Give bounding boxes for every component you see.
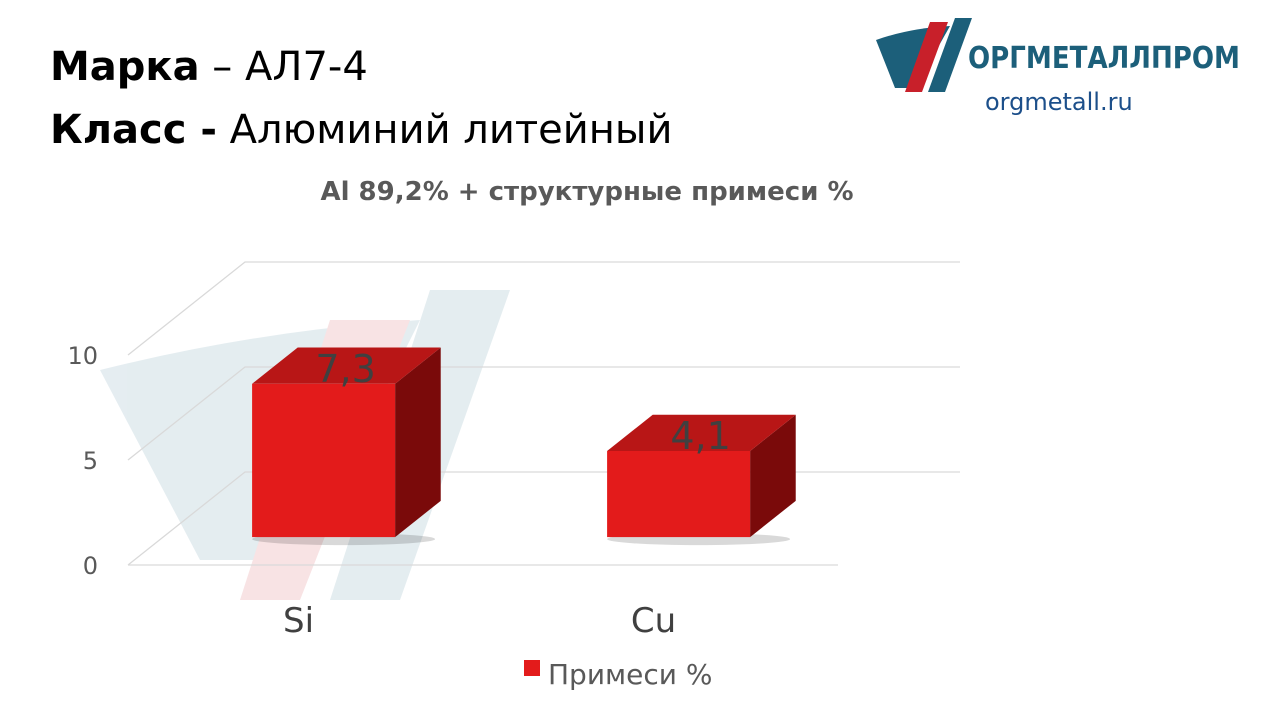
logo-name: ОРГМЕТАЛЛПРОМ: [968, 41, 1240, 76]
bar-side: [750, 414, 796, 538]
brand-line: Марка – АЛ7-4: [50, 44, 368, 90]
grid-line: [127, 366, 960, 461]
y-tick-label: 5: [83, 447, 98, 475]
plot: 0 5 10 7,3 Si 4,1 Cu Примеси %: [67, 261, 960, 691]
class-value: Алюминий литейный: [230, 107, 673, 153]
logo: ОРГМЕТАЛЛПРОМ orgmetall.ru: [876, 18, 1240, 116]
logo-url: orgmetall.ru: [985, 88, 1133, 116]
bar-top: [607, 414, 796, 451]
bar: [252, 383, 396, 538]
legend-swatch: [524, 660, 540, 676]
class-label: Класс -: [50, 107, 217, 153]
x-tick-label: Si: [283, 601, 314, 641]
y-tick-label: 0: [83, 552, 98, 580]
value-label: 7,3: [315, 347, 375, 391]
brand-value: – АЛ7-4: [212, 44, 368, 90]
brand-label: Марка: [50, 44, 200, 90]
bar-top: [252, 347, 441, 384]
bar-side: [395, 347, 441, 538]
x-tick-label: Cu: [631, 601, 676, 641]
legend-label: Примеси %: [548, 658, 712, 691]
chart-title: Al 89,2% + структурные примеси %: [320, 177, 853, 207]
class-line: Класс - Алюминий литейный: [50, 107, 673, 153]
value-label: 4,1: [670, 414, 730, 458]
grid-line: [127, 261, 960, 356]
y-tick-label: 10: [67, 342, 98, 370]
bar: [607, 451, 751, 538]
